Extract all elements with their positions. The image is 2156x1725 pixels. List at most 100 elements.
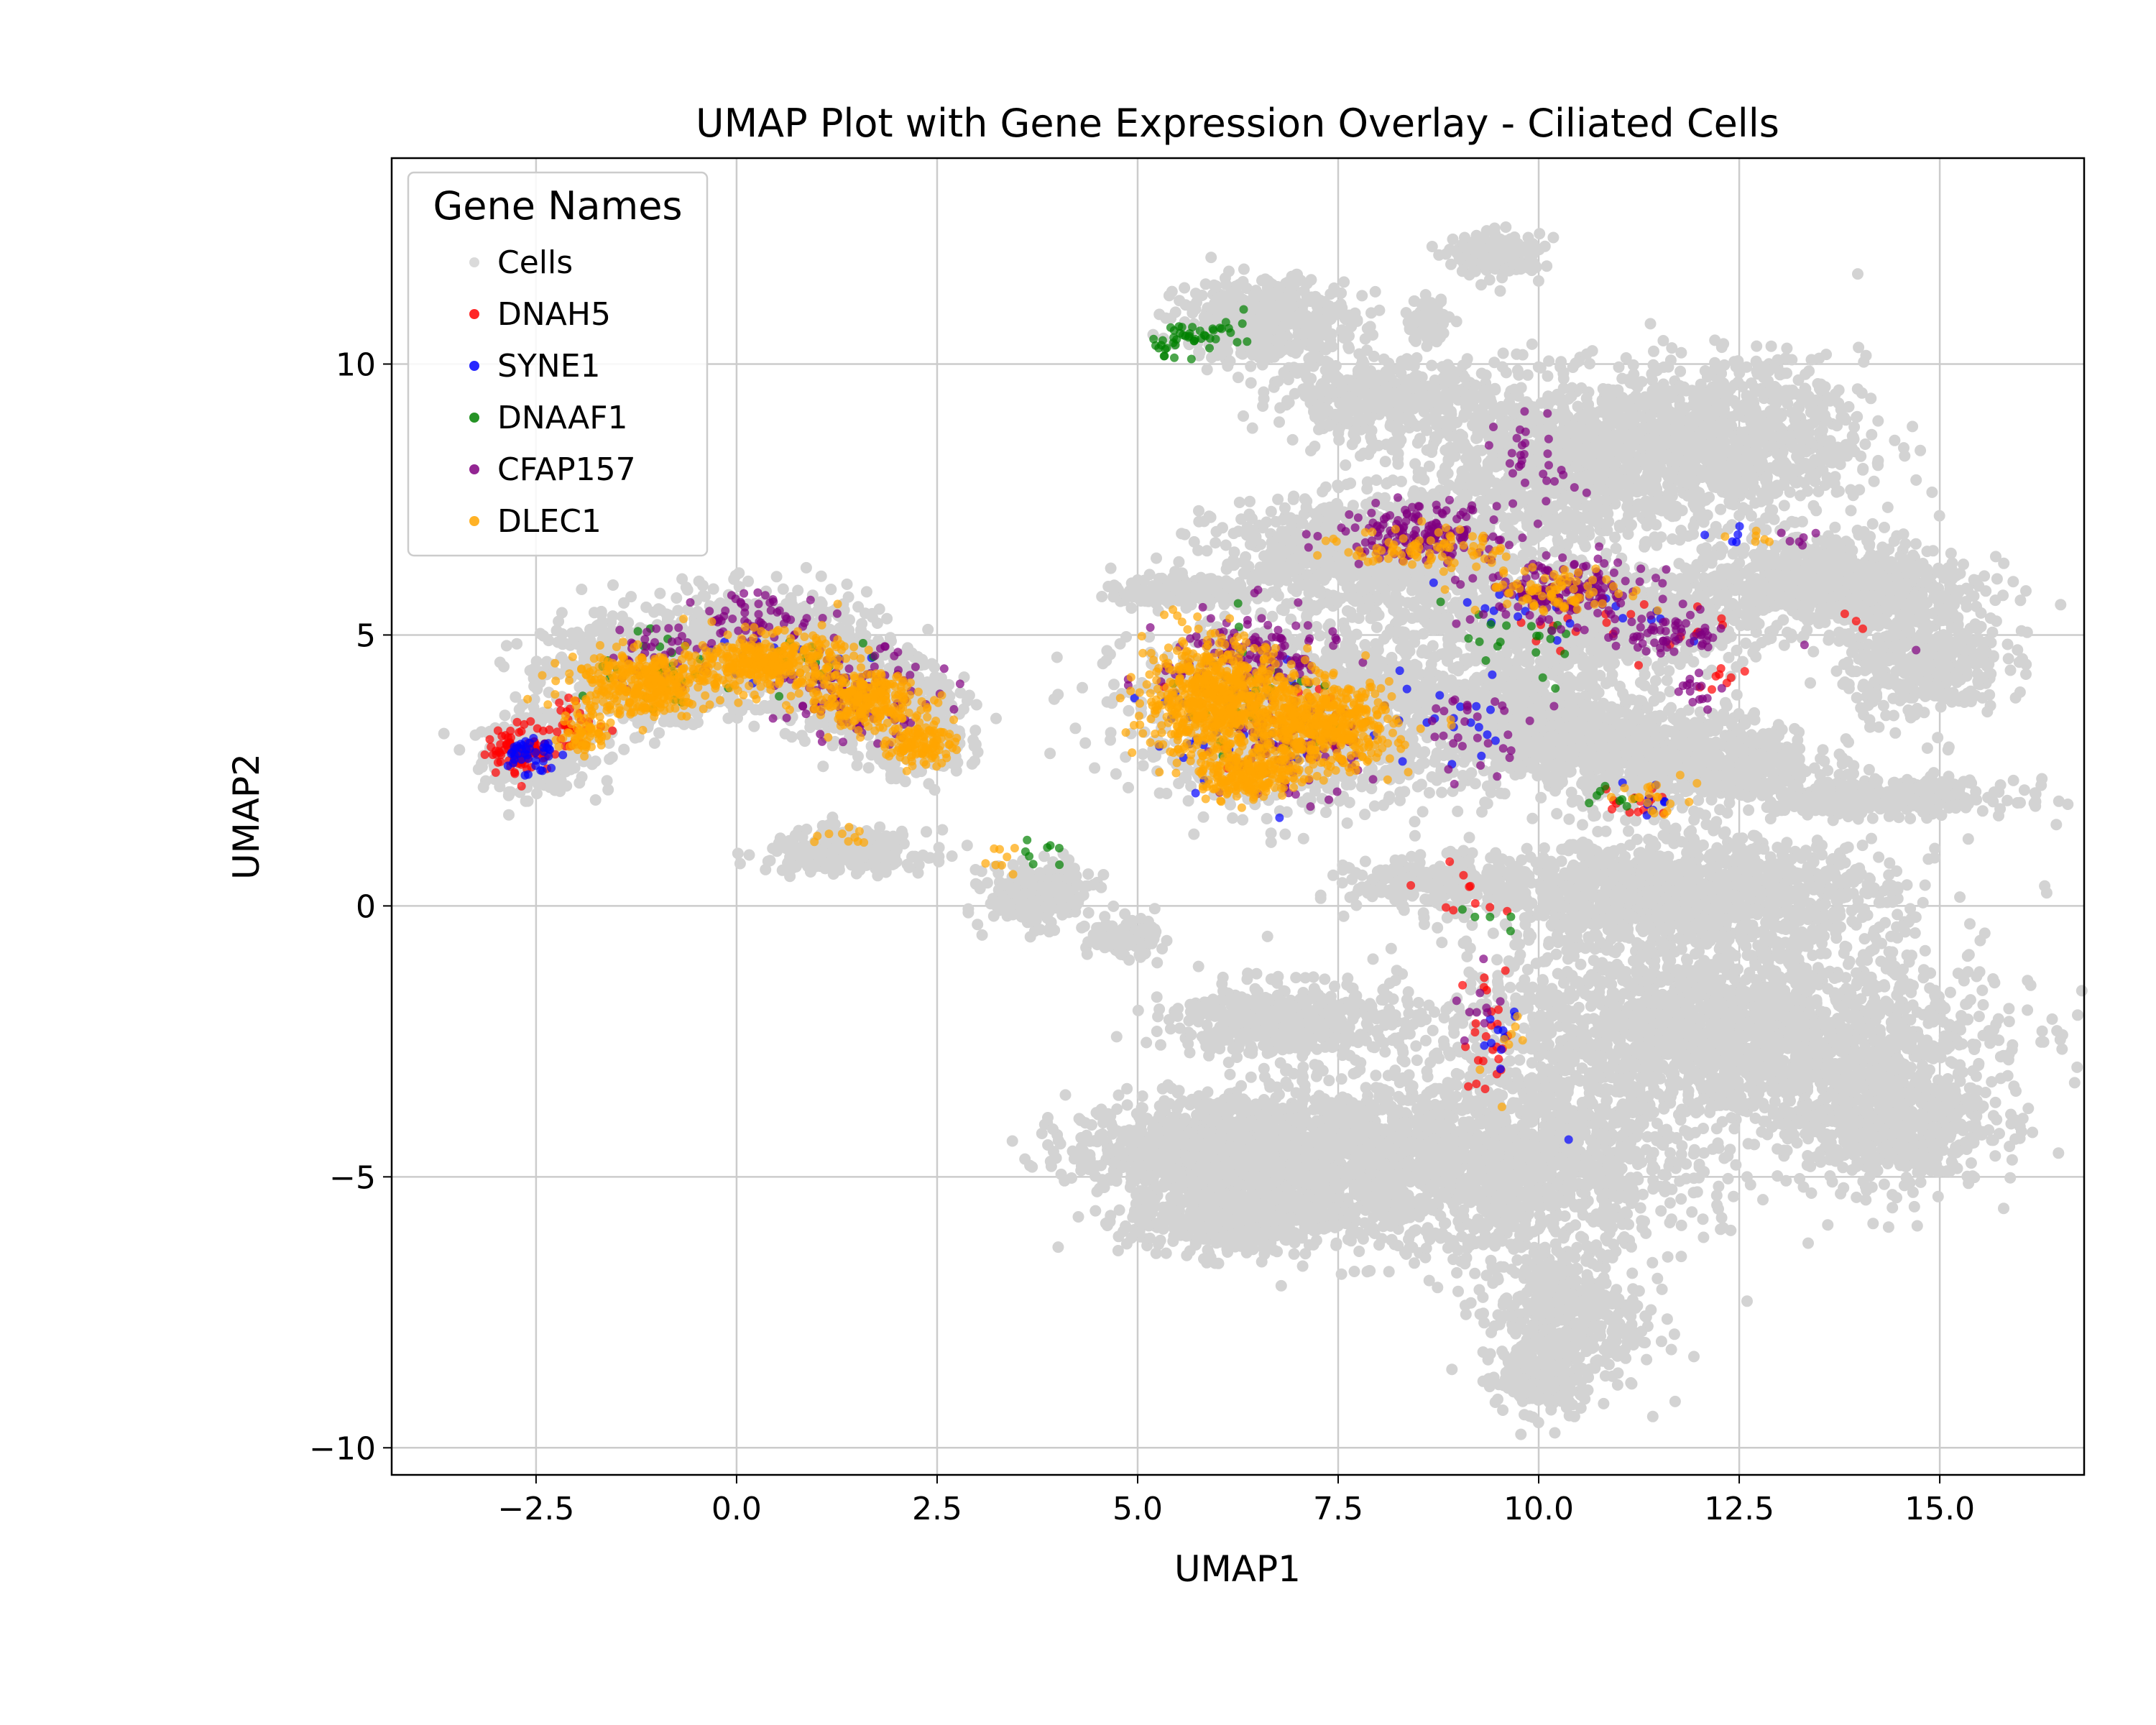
cell-point	[1258, 392, 1270, 405]
cell-point	[1138, 948, 1151, 960]
cell-point	[1494, 285, 1506, 297]
cell-point	[693, 575, 705, 587]
cell-point	[933, 850, 945, 862]
cell-point	[1360, 413, 1373, 425]
cell-point	[1082, 868, 1095, 880]
cell-point	[1404, 323, 1416, 334]
cell-point	[912, 867, 924, 879]
cell-point	[831, 864, 844, 876]
cell-point	[550, 625, 563, 637]
cell-point	[1292, 328, 1304, 340]
cell-point	[556, 635, 568, 648]
cell-point	[680, 581, 692, 594]
cell-point	[606, 751, 618, 763]
cell-point	[576, 584, 588, 595]
cell-point	[1087, 879, 1100, 891]
cell-point	[1351, 379, 1363, 391]
cell-point	[1266, 308, 1279, 320]
cell-point	[1148, 933, 1160, 945]
cell-point	[1399, 374, 1411, 387]
cell-point	[1301, 318, 1313, 330]
cell-point	[1319, 364, 1332, 376]
cell-point	[889, 849, 900, 861]
cell-point	[1238, 263, 1250, 275]
cell-point	[528, 702, 540, 714]
cell-point	[800, 561, 812, 574]
cell-point	[1529, 242, 1541, 254]
cell-point	[826, 844, 839, 856]
cell-point	[943, 678, 955, 691]
cell-point	[1356, 290, 1368, 302]
cell-point	[1308, 385, 1320, 397]
cell-point	[1368, 350, 1380, 362]
cell-point	[1313, 423, 1325, 436]
cell-point	[874, 821, 886, 833]
cell-point	[672, 604, 684, 617]
cell-point	[556, 607, 568, 619]
cell-point	[1252, 288, 1264, 300]
cell-point	[1370, 393, 1383, 405]
cell-point	[1052, 893, 1064, 905]
cell-point	[494, 656, 506, 668]
cell-point	[1388, 387, 1401, 400]
cell-point	[881, 612, 893, 625]
cell-point	[438, 727, 450, 740]
cell-point	[1415, 381, 1427, 393]
cell-point	[671, 592, 683, 604]
cell-point	[1532, 275, 1544, 287]
cell-point	[1044, 926, 1055, 938]
cell-point	[1359, 333, 1371, 345]
cell-point	[1133, 926, 1146, 939]
cell-point	[505, 786, 517, 798]
cell-point	[1223, 265, 1235, 277]
cell-point	[653, 727, 665, 739]
cell-point	[1346, 438, 1358, 451]
cell-point	[1051, 877, 1063, 889]
cell-point	[1224, 355, 1236, 367]
cell-point	[990, 712, 1002, 724]
cell-point	[1273, 347, 1286, 359]
cell-point	[601, 775, 613, 787]
cell-point	[1072, 897, 1084, 909]
cell-point	[1313, 340, 1325, 352]
cell-point	[785, 836, 797, 847]
cell-point	[1165, 313, 1177, 324]
cell-point	[1500, 221, 1512, 233]
cell-point	[900, 645, 913, 657]
cell-point	[602, 783, 614, 796]
cell-point	[1247, 323, 1259, 336]
cell-point	[804, 866, 816, 878]
cell-point	[796, 831, 808, 843]
cell-point	[1437, 318, 1450, 330]
cell-point	[1459, 231, 1470, 244]
cell-point	[1156, 943, 1169, 954]
cell-point	[1475, 279, 1487, 291]
cell-point	[1312, 313, 1325, 325]
cell-point	[1238, 410, 1249, 422]
cell-point	[1297, 298, 1309, 310]
cell-point	[589, 755, 602, 768]
cell-point	[1259, 323, 1271, 336]
cell-point	[760, 863, 772, 875]
cell-point	[923, 778, 935, 790]
cell-point	[784, 870, 796, 883]
cell-point	[817, 760, 829, 773]
cell-point	[990, 900, 1003, 912]
cell-point	[531, 788, 543, 800]
cell-point	[885, 773, 898, 785]
cell-point	[1352, 364, 1364, 377]
cell-point	[921, 826, 932, 838]
cell-point	[1331, 301, 1343, 313]
cell-point	[972, 919, 984, 931]
cell-point	[699, 590, 711, 602]
cell-point	[1289, 387, 1301, 400]
cell-point	[1091, 922, 1103, 934]
cell-point	[1024, 931, 1036, 943]
cell-point	[1035, 880, 1047, 893]
cell-point	[1263, 294, 1276, 306]
cell-point	[1342, 402, 1354, 414]
cell-point	[824, 710, 836, 722]
cell-point	[1426, 241, 1438, 252]
cell-point	[1081, 948, 1093, 960]
cell-point	[967, 734, 980, 746]
